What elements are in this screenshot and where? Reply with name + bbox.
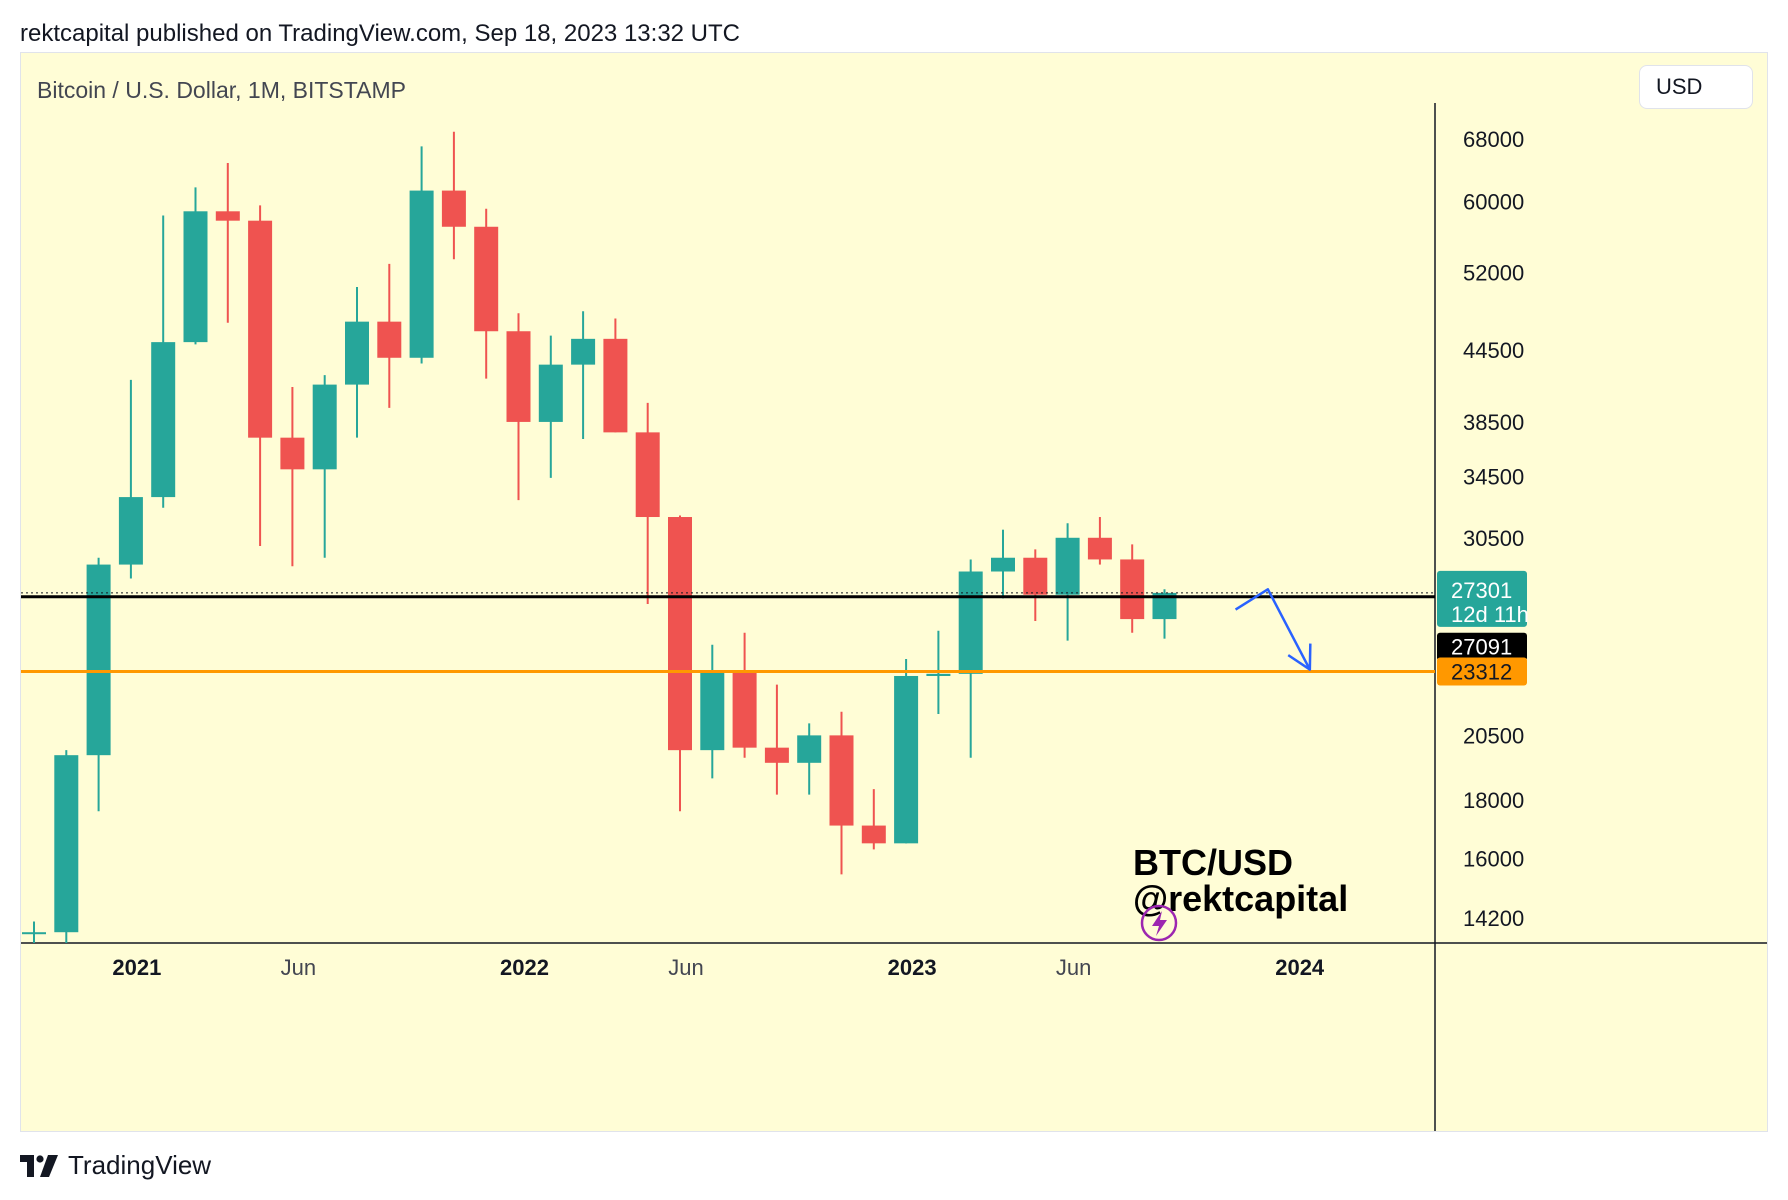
black-level-tag	[1437, 632, 1527, 661]
x-tick-label: Jun	[668, 955, 703, 980]
candle-body	[183, 211, 208, 343]
x-tick-label: 2022	[500, 955, 549, 980]
bolt-badge-icon	[1140, 904, 1178, 942]
candle-body	[409, 190, 434, 358]
candle-body	[668, 517, 692, 751]
y-tick-label: 18000	[1463, 788, 1524, 813]
candlestick-chart: 68000 60000 52000 44500 38500 34500 30500 20500…	[21, 53, 1767, 1131]
footer: TradingView	[20, 1150, 211, 1181]
candle-body	[248, 220, 273, 438]
candle-body	[118, 497, 143, 565]
tradingview-logo-icon	[20, 1154, 58, 1177]
y-tick-label: 38500	[1463, 410, 1524, 435]
projection-arrow-line	[1234, 588, 1311, 671]
y-tick-label: 14200	[1463, 906, 1524, 931]
candle-body	[280, 437, 305, 470]
last-price-label: 27301	[1451, 578, 1512, 603]
watermark-handle: @rektcapital	[1133, 878, 1348, 919]
candle-body	[926, 673, 951, 676]
bar-countdown-label: 12d 11h	[1451, 602, 1529, 627]
candle-body	[797, 735, 822, 763]
candle-body	[1087, 537, 1112, 560]
candle-body	[506, 331, 531, 422]
y-tick-label: 16000	[1463, 847, 1524, 872]
y-tick-label: 68000	[1463, 127, 1524, 152]
x-tick-label: 2024	[1275, 955, 1325, 980]
candle-body	[54, 755, 79, 933]
candle-body	[635, 432, 660, 518]
x-tick-label: 2021	[112, 955, 161, 980]
candle-body	[22, 932, 46, 935]
candle-body	[571, 338, 596, 365]
watermark-pair: BTC/USD	[1133, 842, 1293, 883]
x-tick-label: Jun	[281, 955, 316, 980]
candle-body	[538, 364, 563, 422]
candle-body	[1023, 557, 1048, 595]
candle-body	[958, 571, 983, 674]
candle-body	[345, 321, 369, 385]
candle-body	[991, 557, 1015, 572]
last-price-tag	[1437, 570, 1527, 627]
y-tick-label: 44500	[1463, 338, 1524, 363]
candle-body	[377, 321, 402, 358]
y-tick-label: 52000	[1463, 260, 1524, 285]
candle-body	[441, 190, 466, 227]
orange-level-tag	[1437, 657, 1527, 686]
candle-body	[764, 747, 789, 763]
y-tick-label: 60000	[1463, 189, 1524, 214]
candle-body	[861, 825, 886, 844]
black-level-tag-label: 27091	[1451, 635, 1512, 660]
candle-body	[215, 211, 240, 221]
y-tick-label: 34500	[1463, 464, 1524, 489]
x-tick-label: 2023	[888, 955, 937, 980]
x-tick-label: Jun	[1056, 955, 1091, 980]
candle-body	[603, 338, 628, 433]
candle-body	[312, 384, 337, 470]
candle-body	[1055, 537, 1080, 595]
y-tick-label: 20500	[1463, 723, 1524, 748]
projection-arrow-head	[1287, 643, 1312, 671]
published-caption: rektcapital published on TradingView.com…	[20, 20, 740, 47]
orange-level-tag-label: 23312	[1451, 659, 1512, 684]
y-tick-label: 30500	[1463, 526, 1524, 551]
bolt-icon	[1152, 911, 1167, 936]
candle-body	[894, 675, 919, 844]
chart-frame: 68000 60000 52000 44500 38500 34500 30500 20500…	[20, 52, 1768, 1132]
candle-body	[700, 671, 725, 751]
candle-body	[474, 226, 499, 332]
candle-body	[1120, 559, 1145, 620]
candle-body	[151, 342, 176, 498]
candle-body	[829, 735, 854, 826]
candle-body	[732, 671, 757, 748]
tradingview-brand[interactable]: TradingView	[68, 1150, 212, 1180]
currency-button[interactable]: USD	[1639, 65, 1753, 109]
symbol-title: Bitcoin / U.S. Dollar, 1M, BITSTAMP	[37, 77, 406, 103]
